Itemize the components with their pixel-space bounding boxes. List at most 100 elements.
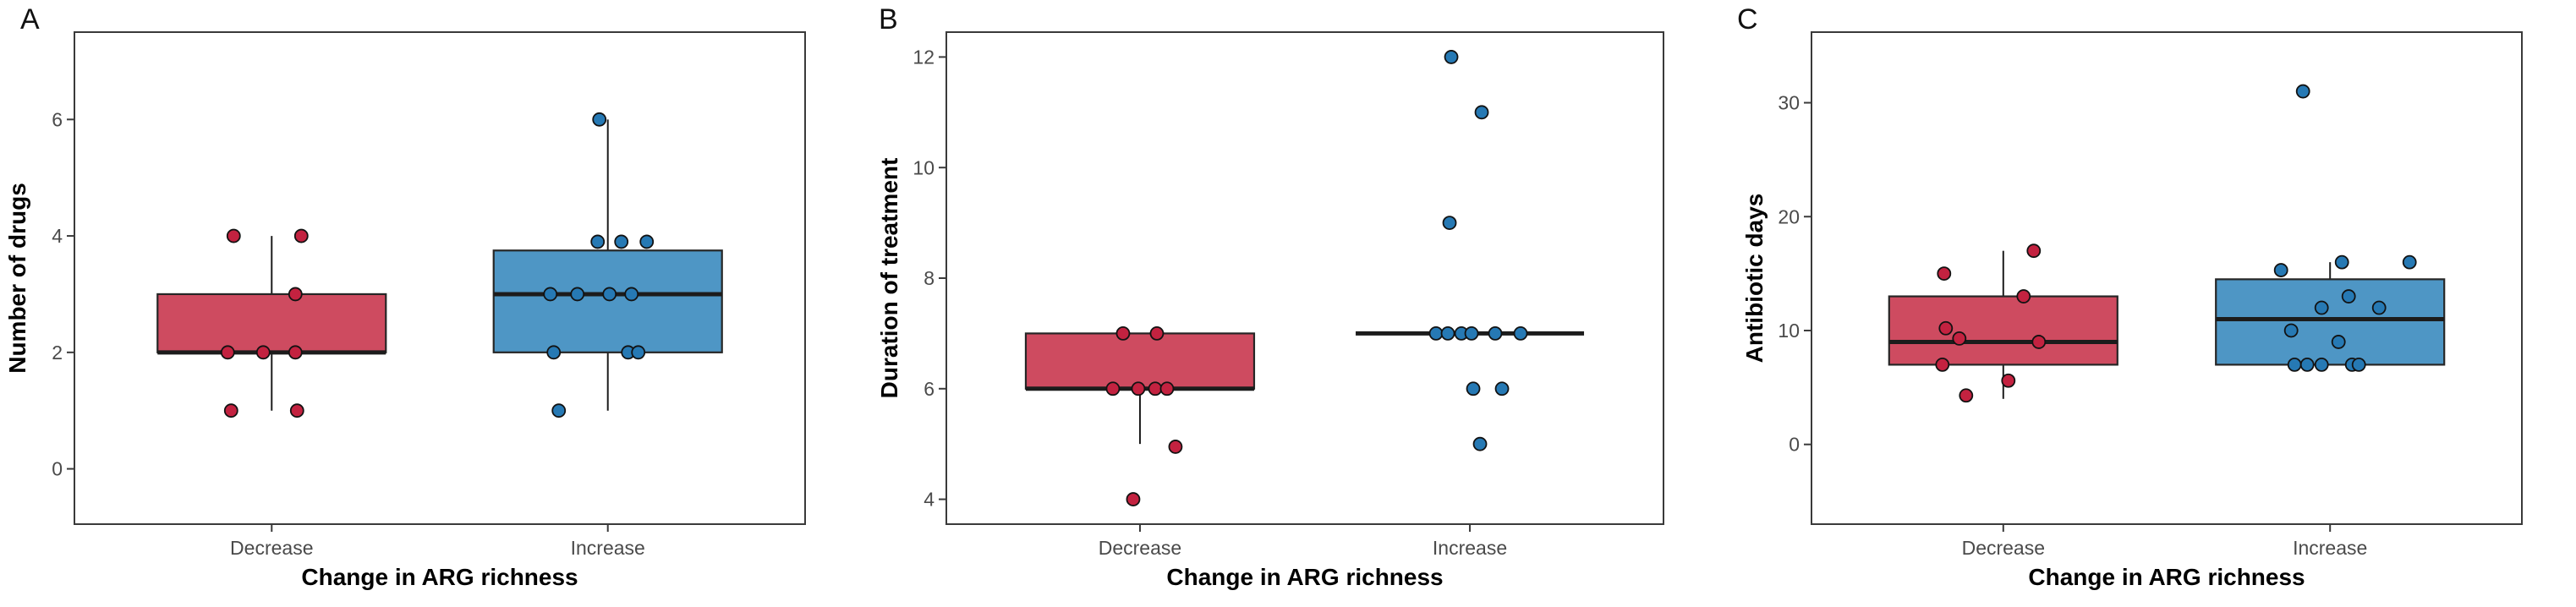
x-axis-title: Change in ARG richness	[301, 564, 578, 590]
jitter-point	[2314, 357, 2329, 372]
x-tick-label: Increase	[1433, 537, 1507, 559]
jitter-point	[624, 287, 639, 302]
jitter-point	[1126, 492, 1141, 506]
box	[1024, 332, 1256, 390]
boxplot-increase	[1356, 50, 1585, 451]
jitter-point	[2283, 323, 2299, 338]
jitter-point	[602, 287, 617, 302]
jitter-point	[2351, 357, 2366, 372]
jitter-point	[2295, 84, 2310, 99]
jitter-point	[1440, 325, 1455, 341]
jitter-point	[1464, 325, 1479, 341]
y-axis-title: Number of drugs	[4, 183, 30, 374]
y-tick-label: 20	[1778, 205, 1800, 227]
y-tick-label: 2	[52, 342, 63, 364]
box	[1888, 295, 2118, 366]
jitter-point	[1513, 325, 1528, 341]
y-tick-label: 4	[924, 489, 934, 511]
y-tick-label: 6	[924, 378, 934, 400]
jitter-point	[293, 228, 309, 243]
jitter-point	[1428, 325, 1444, 341]
jitter-point	[2341, 289, 2356, 304]
jitter-point	[255, 345, 271, 360]
jitter-point	[1149, 325, 1165, 341]
y-tick-label: 12	[913, 46, 934, 68]
jitter-point	[2402, 254, 2417, 270]
box	[2215, 278, 2446, 366]
jitter-point	[590, 234, 606, 249]
jitter-point	[1474, 105, 1489, 120]
panel-a-letter: A	[20, 3, 40, 36]
jitter-point	[1131, 381, 1146, 396]
jitter-point	[614, 234, 629, 249]
jitter-point	[1935, 357, 1950, 372]
panel-c-chart: 0 10 20 30 Decrease Increase Change in ARG ric…	[1741, 31, 2523, 590]
y-axis-title: Antibiotic days	[1741, 194, 1768, 364]
jitter-point	[1466, 381, 1481, 396]
jitter-point	[1148, 381, 1163, 396]
jitter-point	[1488, 325, 1503, 341]
jitter-point	[2016, 289, 2031, 304]
y-tick-label: 10	[913, 156, 934, 178]
jitter-point	[1444, 50, 1459, 64]
jitter-point	[1442, 216, 1457, 231]
jitter-point	[1494, 381, 1510, 396]
jitter-point	[592, 112, 607, 127]
jitter-point	[2273, 263, 2288, 277]
jitter-point	[2031, 335, 2047, 349]
plot-border	[945, 31, 1664, 525]
panel-c-letter: C	[1737, 3, 1758, 36]
y-tick-label: 6	[52, 108, 63, 130]
y-tick-label: 4	[52, 225, 63, 247]
jitter-point	[1952, 331, 1967, 346]
box	[156, 293, 387, 353]
y-tick-label: 8	[924, 267, 934, 289]
boxplot-decrease	[1888, 243, 2118, 403]
y-tick-label: 0	[1789, 434, 1800, 456]
y-tick-label: 0	[52, 458, 63, 480]
panel-b-chart: 4 6 8 10 12 Decrease Increase Change in ARG ric…	[876, 31, 1664, 590]
x-tick-label: Decrease	[1099, 537, 1181, 559]
jitter-point	[639, 234, 655, 249]
x-axis-title: Change in ARG richness	[2028, 564, 2305, 590]
boxplot-increase	[492, 112, 723, 418]
jitter-point	[289, 403, 304, 418]
x-tick-label: Decrease	[230, 537, 313, 559]
jitter-point	[2026, 243, 2042, 259]
jitter-point	[1472, 436, 1488, 451]
jitter-point	[551, 403, 567, 418]
jitter-point	[2314, 300, 2329, 315]
jitter-point	[1115, 325, 1131, 341]
y-tick-label: 30	[1778, 92, 1800, 114]
jitter-point	[2001, 373, 2016, 388]
jitter-point	[1937, 266, 1952, 282]
jitter-point	[1105, 381, 1121, 396]
panel-a: A 0 2 4 6 Decrease Increase Change in ARG rich…	[0, 0, 858, 603]
jitter-point	[570, 287, 585, 302]
x-axis-title: Change in ARG richness	[1166, 564, 1443, 590]
plot-border	[1811, 31, 2523, 525]
y-tick-label: 10	[1778, 320, 1800, 342]
panel-c: C 0 10 20 30 Decrease Increase Change in ARG r…	[1717, 0, 2575, 603]
jitter-point	[2287, 357, 2302, 372]
panel-b-letter: B	[879, 3, 898, 36]
jitter-point	[546, 345, 562, 360]
boxplot-increase	[2215, 84, 2446, 372]
x-tick-label: Decrease	[1962, 537, 2045, 559]
boxplot-decrease	[156, 228, 387, 418]
jitter-point	[223, 403, 238, 418]
jitter-point	[220, 345, 235, 360]
jitter-point	[2334, 254, 2349, 270]
panel-a-chart: 0 2 4 6 Decrease Increase Change in ARG richne…	[4, 31, 806, 590]
jitter-point	[1938, 320, 1954, 336]
jitter-point	[1159, 381, 1175, 396]
y-axis-title: Duration of treatment	[876, 158, 902, 399]
jitter-point	[1959, 388, 1974, 403]
jitter-point	[2331, 335, 2346, 349]
jitter-point	[288, 345, 303, 360]
x-tick-label: Increase	[571, 537, 645, 559]
jitter-point	[288, 287, 303, 302]
panel-b: B 4 6 8 10 12 Decrease Increase Change in ARG r…	[858, 0, 1717, 603]
jitter-point	[226, 228, 241, 243]
